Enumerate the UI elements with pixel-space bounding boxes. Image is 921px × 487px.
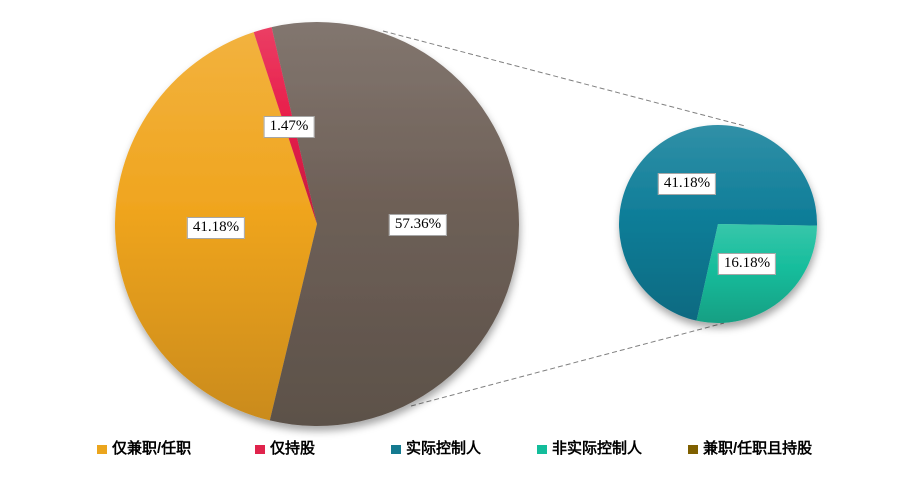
legend-swatch-icon (537, 444, 547, 454)
legend-item-only-parttime: 仅兼职/任职 (97, 440, 191, 458)
connector-line-top (382, 30, 746, 127)
legend-label: 仅兼职/任职 (112, 440, 192, 457)
data-label-secondary-slice-0: 41.18% (657, 173, 717, 195)
legend-swatch-icon (391, 444, 401, 454)
legend-label: 非实际控制人 (552, 440, 643, 457)
data-label-main-slice-2: 57.36% (388, 214, 448, 236)
data-label-main-slice-0: 41.18% (186, 217, 246, 239)
chart-legend: 仅兼职/任职 仅持股 实际控制人 非实际控制人 兼职/任职且持股 (0, 438, 921, 462)
data-label-main-slice-1: 1.47% (263, 116, 315, 138)
data-label-secondary-slice-1: 16.18% (717, 253, 777, 275)
legend-item-parttime-and-shareholding: 兼职/任职且持股 (688, 440, 812, 458)
legend-item-non-actual-controller: 非实际控制人 (537, 440, 642, 458)
legend-swatch-icon (97, 444, 107, 454)
connector-line-bottom (410, 322, 725, 407)
legend-item-actual-controller: 实际控制人 (391, 440, 481, 458)
legend-swatch-icon (688, 444, 698, 454)
legend-item-only-shareholding: 仅持股 (255, 440, 315, 458)
legend-swatch-icon (255, 444, 265, 454)
legend-label: 兼职/任职且持股 (703, 440, 813, 457)
legend-label: 仅持股 (270, 440, 316, 457)
secondary-pie (619, 124, 818, 323)
legend-label: 实际控制人 (406, 440, 482, 457)
main-pie (114, 22, 519, 427)
